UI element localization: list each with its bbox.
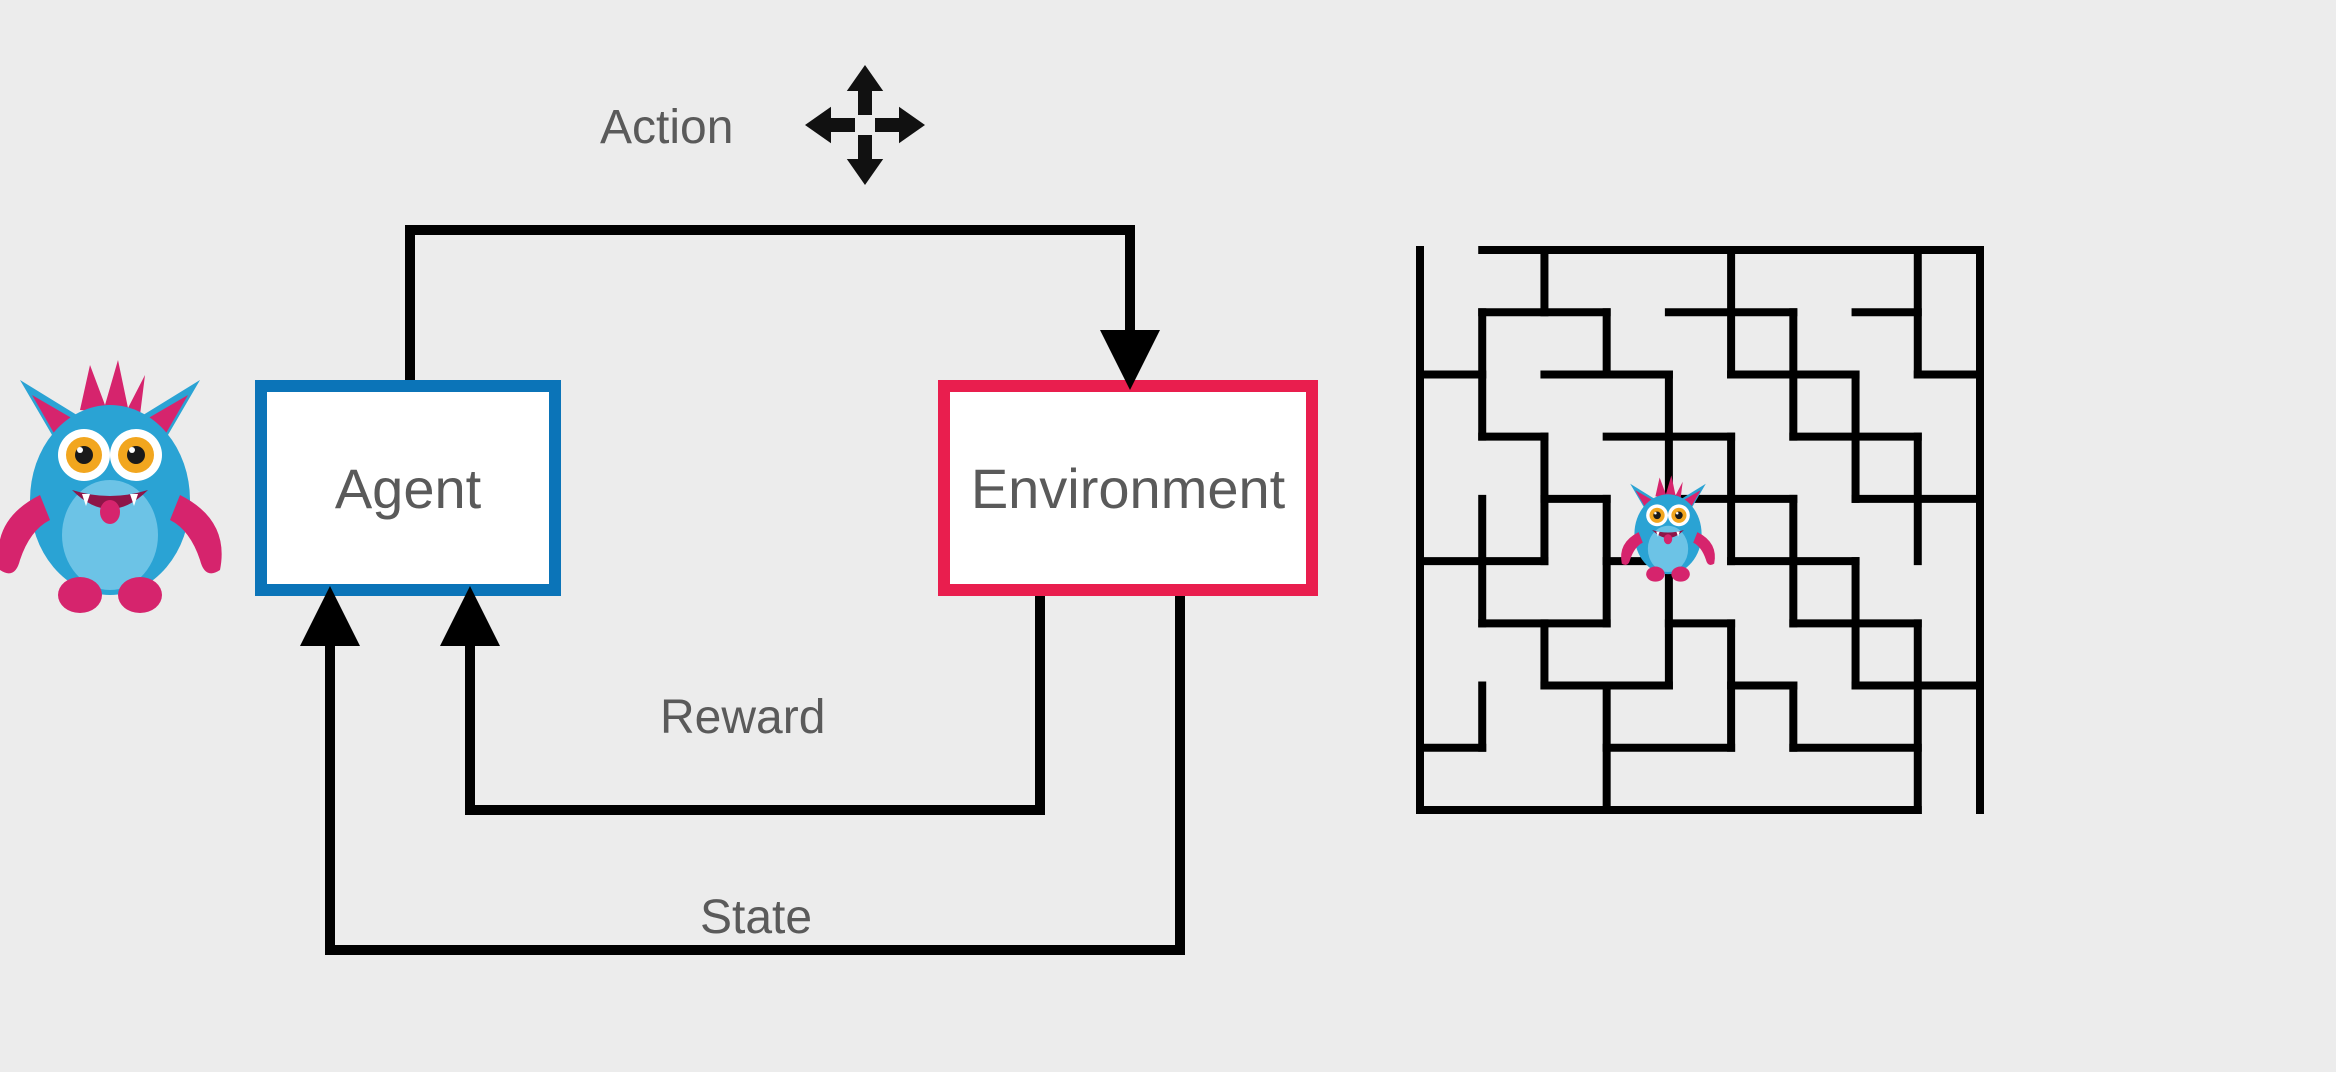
agent-node: Agent [255,380,561,596]
agent-label: Agent [335,456,481,521]
environment-label: Environment [971,456,1285,521]
action-label: Action [600,100,733,155]
state-label: State [700,890,812,945]
reward-label: Reward [660,690,825,745]
action-edge [410,230,1130,380]
environment-node: Environment [938,380,1318,596]
agent-character-small [1621,475,1715,581]
